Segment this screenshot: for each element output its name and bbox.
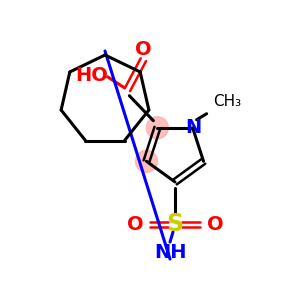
Text: O: O	[207, 214, 223, 233]
Text: CH₃: CH₃	[213, 94, 241, 109]
Text: N: N	[185, 118, 202, 137]
Text: O: O	[135, 40, 152, 59]
Text: NH: NH	[154, 242, 186, 262]
Text: HO: HO	[75, 66, 108, 85]
Text: O: O	[127, 214, 143, 233]
Circle shape	[146, 117, 168, 139]
Circle shape	[136, 150, 158, 172]
Text: S: S	[167, 212, 184, 236]
